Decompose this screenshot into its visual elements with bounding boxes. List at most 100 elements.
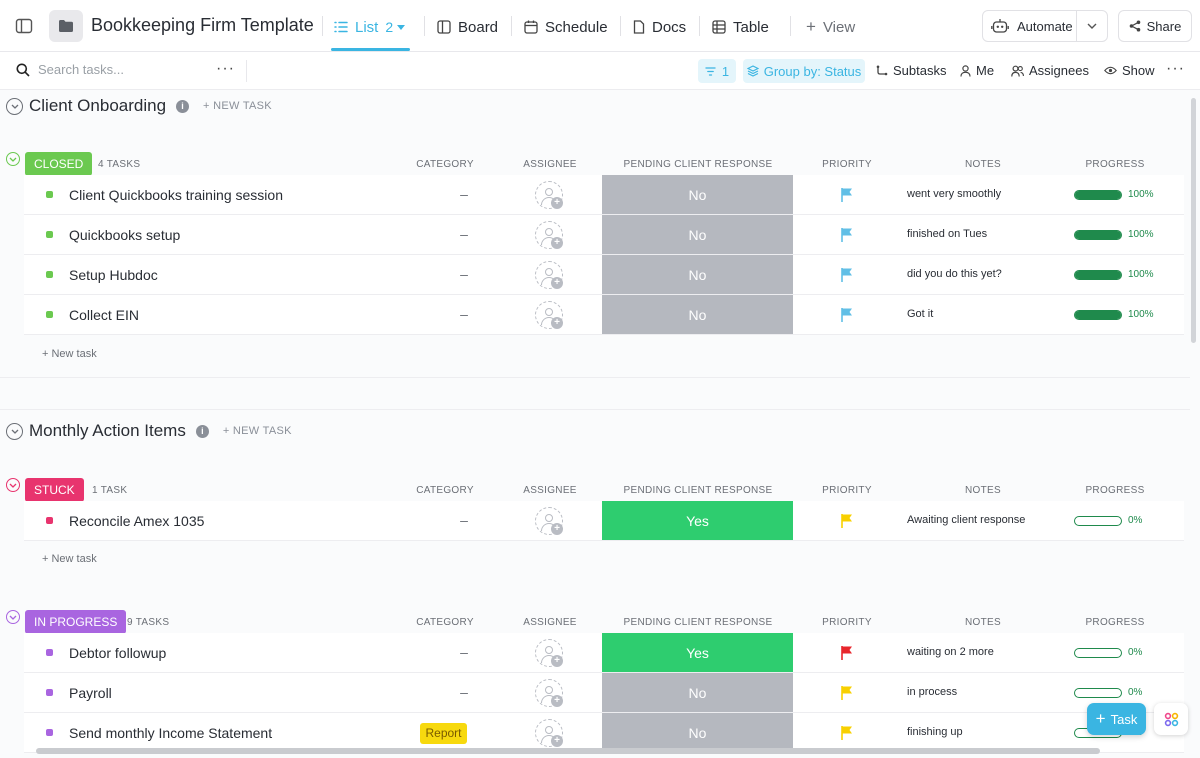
task-status-dot[interactable] xyxy=(46,271,53,278)
pending-client-response[interactable]: No xyxy=(602,713,793,752)
task-notes[interactable]: finished on Tues xyxy=(907,228,988,240)
task-name[interactable]: Setup Hubdoc xyxy=(69,267,158,283)
add-assignee-icon[interactable]: + xyxy=(535,301,563,329)
column-header-assignee[interactable]: ASSIGNEE xyxy=(523,485,577,496)
column-header-priority[interactable]: PRIORITY xyxy=(822,485,872,496)
task-name[interactable]: Debtor followup xyxy=(69,645,167,661)
task-name[interactable]: Client Quickbooks training session xyxy=(69,187,283,203)
task-name[interactable]: Send monthly Income Statement xyxy=(69,725,273,741)
add-assignee-icon[interactable]: + xyxy=(535,679,563,707)
search-bar[interactable]: Search tasks... xyxy=(16,62,124,77)
task-category[interactable]: – xyxy=(460,266,468,282)
collapse-group-icon[interactable] xyxy=(6,610,20,624)
add-task-button[interactable]: + New task xyxy=(42,553,97,565)
apps-button[interactable] xyxy=(1154,703,1188,735)
pending-client-response[interactable]: No xyxy=(602,175,793,214)
column-header-notes[interactable]: NOTES xyxy=(965,159,1001,170)
section-new-task-button[interactable]: + NEW TASK xyxy=(203,100,272,112)
priority-flag-icon[interactable] xyxy=(840,187,854,203)
priority-flag-icon[interactable] xyxy=(840,227,854,243)
priority-flag-icon[interactable] xyxy=(840,267,854,283)
task-row[interactable]: Setup Hubdoc – + No did you do this yet? 100% xyxy=(24,255,1184,295)
collapse-group-icon[interactable] xyxy=(6,478,20,492)
filter-button[interactable]: 1 xyxy=(698,59,736,83)
task-notes[interactable]: did you do this yet? xyxy=(907,268,1002,280)
task-category[interactable]: – xyxy=(460,226,468,242)
vertical-scrollbar[interactable] xyxy=(1191,98,1196,343)
task-row[interactable]: Send monthly Income Statement Report + No fi… xyxy=(24,713,1184,753)
group-by-button[interactable]: Group by: Status xyxy=(743,59,865,83)
info-icon[interactable]: i xyxy=(176,99,190,113)
priority-flag-icon[interactable] xyxy=(840,685,854,701)
horizontal-scrollbar[interactable] xyxy=(36,748,1100,754)
task-name[interactable]: Reconcile Amex 1035 xyxy=(69,513,205,529)
add-assignee-icon[interactable]: + xyxy=(535,507,563,535)
pending-client-response[interactable]: Yes xyxy=(602,633,793,672)
automate-dropdown[interactable] xyxy=(1075,11,1107,41)
column-header-priority[interactable]: PRIORITY xyxy=(822,159,872,170)
task-category[interactable]: – xyxy=(460,684,468,700)
task-status-dot[interactable] xyxy=(46,729,53,736)
sidebar-toggle-icon[interactable] xyxy=(14,16,34,36)
task-category[interactable]: – xyxy=(460,644,468,660)
task-status-dot[interactable] xyxy=(46,231,53,238)
task-notes[interactable]: waiting on 2 more xyxy=(907,646,994,658)
column-header-notes[interactable]: NOTES xyxy=(965,617,1001,628)
show-button[interactable]: Show xyxy=(1104,63,1155,78)
column-header-progress[interactable]: PROGRESS xyxy=(1085,159,1145,170)
column-header-pending[interactable]: PENDING CLIENT RESPONSE xyxy=(623,485,773,496)
column-header-assignee[interactable]: ASSIGNEE xyxy=(523,617,577,628)
pending-client-response[interactable]: No xyxy=(602,295,793,334)
task-category[interactable]: – xyxy=(460,306,468,322)
column-header-progress[interactable]: PROGRESS xyxy=(1085,485,1145,496)
tab-board[interactable]: Board xyxy=(437,16,498,38)
add-view-button[interactable]: + View xyxy=(806,16,855,38)
subtasks-button[interactable]: Subtasks xyxy=(876,63,946,78)
column-header-pending[interactable]: PENDING CLIENT RESPONSE xyxy=(623,159,773,170)
task-name[interactable]: Payroll xyxy=(69,685,112,701)
task-name[interactable]: Collect EIN xyxy=(69,307,140,323)
more-icon[interactable]: ··· xyxy=(216,60,235,77)
task-category[interactable]: – xyxy=(460,186,468,202)
task-category[interactable]: – xyxy=(460,512,468,528)
task-row[interactable]: Quickbooks setup – + No finished on Tues 100% xyxy=(24,215,1184,255)
task-status-dot[interactable] xyxy=(46,311,53,318)
task-category[interactable]: Report xyxy=(420,723,467,744)
me-filter-button[interactable]: Me xyxy=(960,63,994,78)
pending-client-response[interactable]: No xyxy=(602,255,793,294)
task-row[interactable]: Payroll – + No in process 0% xyxy=(24,673,1184,713)
section-new-task-button[interactable]: + NEW TASK xyxy=(222,425,292,437)
automate-button[interactable]: Automate xyxy=(982,10,1108,42)
column-header-progress[interactable]: PROGRESS xyxy=(1085,617,1145,628)
task-notes[interactable]: in process xyxy=(907,686,958,698)
tab-list[interactable]: List 2 xyxy=(330,16,411,51)
task-notes[interactable]: finishing up xyxy=(907,726,963,738)
add-assignee-icon[interactable]: + xyxy=(535,221,563,249)
task-row[interactable]: Reconcile Amex 1035 – + Yes Awaiting client … xyxy=(24,501,1184,541)
column-header-category[interactable]: CATEGORY xyxy=(416,617,474,628)
add-assignee-icon[interactable]: + xyxy=(535,719,563,747)
collapse-group-icon[interactable] xyxy=(6,152,20,166)
task-name[interactable]: Quickbooks setup xyxy=(69,227,181,243)
task-notes[interactable]: went very smoothly xyxy=(907,188,1002,200)
tab-table[interactable]: Table xyxy=(712,16,769,38)
collapse-section-icon[interactable] xyxy=(6,97,23,115)
priority-flag-icon[interactable] xyxy=(840,725,854,741)
task-status-dot[interactable] xyxy=(46,649,53,656)
share-button[interactable]: Share xyxy=(1118,10,1192,42)
task-status-dot[interactable] xyxy=(46,191,53,198)
tab-docs[interactable]: Docs xyxy=(633,16,686,38)
task-notes[interactable]: Awaiting client response xyxy=(907,514,1026,526)
info-icon[interactable]: i xyxy=(195,424,209,438)
new-task-fab[interactable]: + Task xyxy=(1087,703,1146,735)
column-header-assignee[interactable]: ASSIGNEE xyxy=(523,159,577,170)
column-header-priority[interactable]: PRIORITY xyxy=(822,617,872,628)
task-row[interactable]: Collect EIN – + No Got it 100% xyxy=(24,295,1184,335)
status-badge[interactable]: CLOSED xyxy=(25,152,93,176)
more-options-icon[interactable]: ··· xyxy=(1166,60,1185,77)
tab-schedule[interactable]: Schedule xyxy=(524,16,608,38)
add-assignee-icon[interactable]: + xyxy=(535,639,563,667)
pending-client-response[interactable]: Yes xyxy=(602,501,793,540)
column-header-notes[interactable]: NOTES xyxy=(965,485,1001,496)
collapse-section-icon[interactable] xyxy=(6,422,23,440)
